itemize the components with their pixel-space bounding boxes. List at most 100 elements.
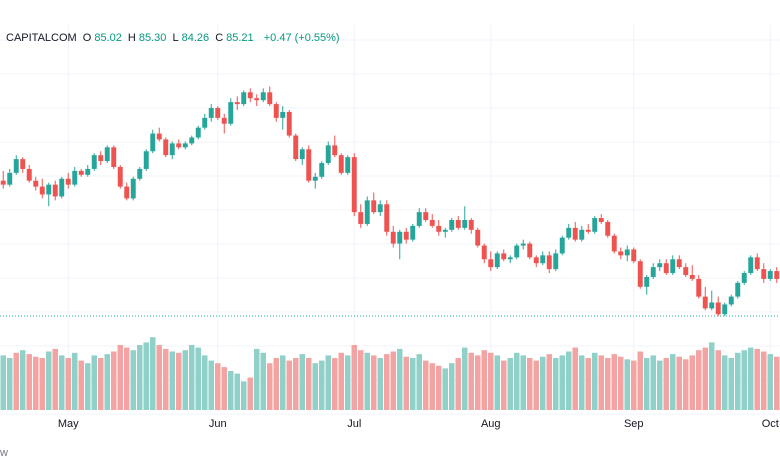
candle-body <box>429 220 435 226</box>
volume-bar <box>722 355 728 410</box>
volume-bar <box>390 351 396 410</box>
candle-body <box>501 253 507 260</box>
candle-body <box>728 296 734 305</box>
candle-body <box>442 229 448 232</box>
volume-bar <box>663 358 669 410</box>
candle-body <box>507 257 513 260</box>
candle-body <box>65 178 71 185</box>
candle-body <box>150 133 156 152</box>
volume-bar <box>319 360 325 410</box>
candle-body <box>488 259 494 268</box>
open-label: O <box>82 32 92 44</box>
volume-bar <box>130 350 136 410</box>
volume-bar <box>670 354 676 410</box>
volume-bar <box>104 354 110 410</box>
volume-bar <box>436 365 442 410</box>
candle-body <box>683 267 689 275</box>
candle-body <box>475 229 481 246</box>
candle-body <box>364 200 370 224</box>
x-tick-label: May <box>58 418 79 430</box>
volume-bar <box>579 355 585 410</box>
ohlc-legend: CAPITALCOM O 85.02 H 85.30 L 84.26 C 85.21 +… <box>6 32 343 44</box>
volume-bar <box>150 337 156 410</box>
volume-bar <box>631 360 637 410</box>
candle-body <box>319 163 325 177</box>
volume-bar <box>345 355 351 410</box>
close-value: 85.21 <box>226 32 254 44</box>
candle-body <box>650 267 656 277</box>
volume-bar <box>39 358 45 410</box>
volume-bar <box>124 347 130 410</box>
volume-bar <box>0 355 6 410</box>
volume-bar <box>683 359 689 410</box>
volume-bar <box>592 352 598 410</box>
volume-bar <box>364 352 370 410</box>
volume-bar <box>416 354 422 410</box>
candle-body <box>754 257 760 270</box>
candle-body <box>293 135 299 160</box>
volume-bar <box>7 358 13 410</box>
candle-body <box>26 168 32 181</box>
volume-bar <box>650 355 656 410</box>
candle-body <box>559 237 565 254</box>
candle-body <box>247 92 253 99</box>
candle-body <box>234 102 240 105</box>
volume-bar <box>325 355 331 410</box>
volume-bar <box>488 352 494 410</box>
volume-bar <box>702 347 708 410</box>
volume-bar <box>156 345 162 410</box>
candle-body <box>663 263 669 274</box>
candle-body <box>215 108 221 118</box>
volume-bar <box>293 358 299 410</box>
volume-bar <box>176 352 182 410</box>
volume-bar <box>585 358 591 410</box>
volume-bar <box>533 360 539 410</box>
volume-bar <box>403 356 409 410</box>
candle-body <box>533 257 539 264</box>
candle-body <box>566 227 572 238</box>
candle-body <box>351 157 357 213</box>
volume-bar <box>644 358 650 410</box>
volume-bar <box>65 358 71 410</box>
candle-body <box>221 117 227 124</box>
candle-body <box>579 229 585 240</box>
volume-bar <box>520 355 526 410</box>
volume-bar <box>351 345 357 410</box>
candle-body <box>163 139 169 156</box>
volume-bar <box>715 350 721 410</box>
candle-body <box>104 147 110 162</box>
open-value: 85.02 <box>94 32 122 44</box>
candle-body <box>39 186 45 195</box>
volume-bar <box>741 350 747 410</box>
candle-body <box>241 92 247 105</box>
candle-body <box>709 302 715 309</box>
volume-bar <box>371 355 377 410</box>
volume-bar <box>13 352 19 410</box>
candle-body <box>33 180 39 187</box>
candle-body <box>137 168 143 179</box>
volume-bar <box>117 345 123 410</box>
volume-bar <box>611 354 617 410</box>
volume-bar <box>195 347 201 410</box>
candle-body <box>436 225 442 232</box>
volume-bar <box>423 360 429 410</box>
volume-bar <box>572 347 578 410</box>
volume-bar <box>299 354 305 410</box>
candle-body <box>98 155 104 162</box>
candle-body <box>403 231 409 240</box>
candle-body <box>494 253 500 268</box>
volume-bar <box>169 351 175 410</box>
low-value: 84.26 <box>181 32 210 44</box>
candle-body <box>520 243 526 246</box>
change-value: +0.47 (+0.55%) <box>263 32 340 44</box>
candle-body <box>189 137 195 144</box>
candle-body <box>624 249 630 256</box>
volume-bar <box>254 348 260 410</box>
volume-bar <box>754 348 760 410</box>
candle-body <box>553 253 559 270</box>
volume-bar <box>306 358 312 410</box>
candle-body <box>325 145 331 164</box>
volume-bar <box>442 368 448 410</box>
x-tick-label: Oct <box>762 418 779 430</box>
